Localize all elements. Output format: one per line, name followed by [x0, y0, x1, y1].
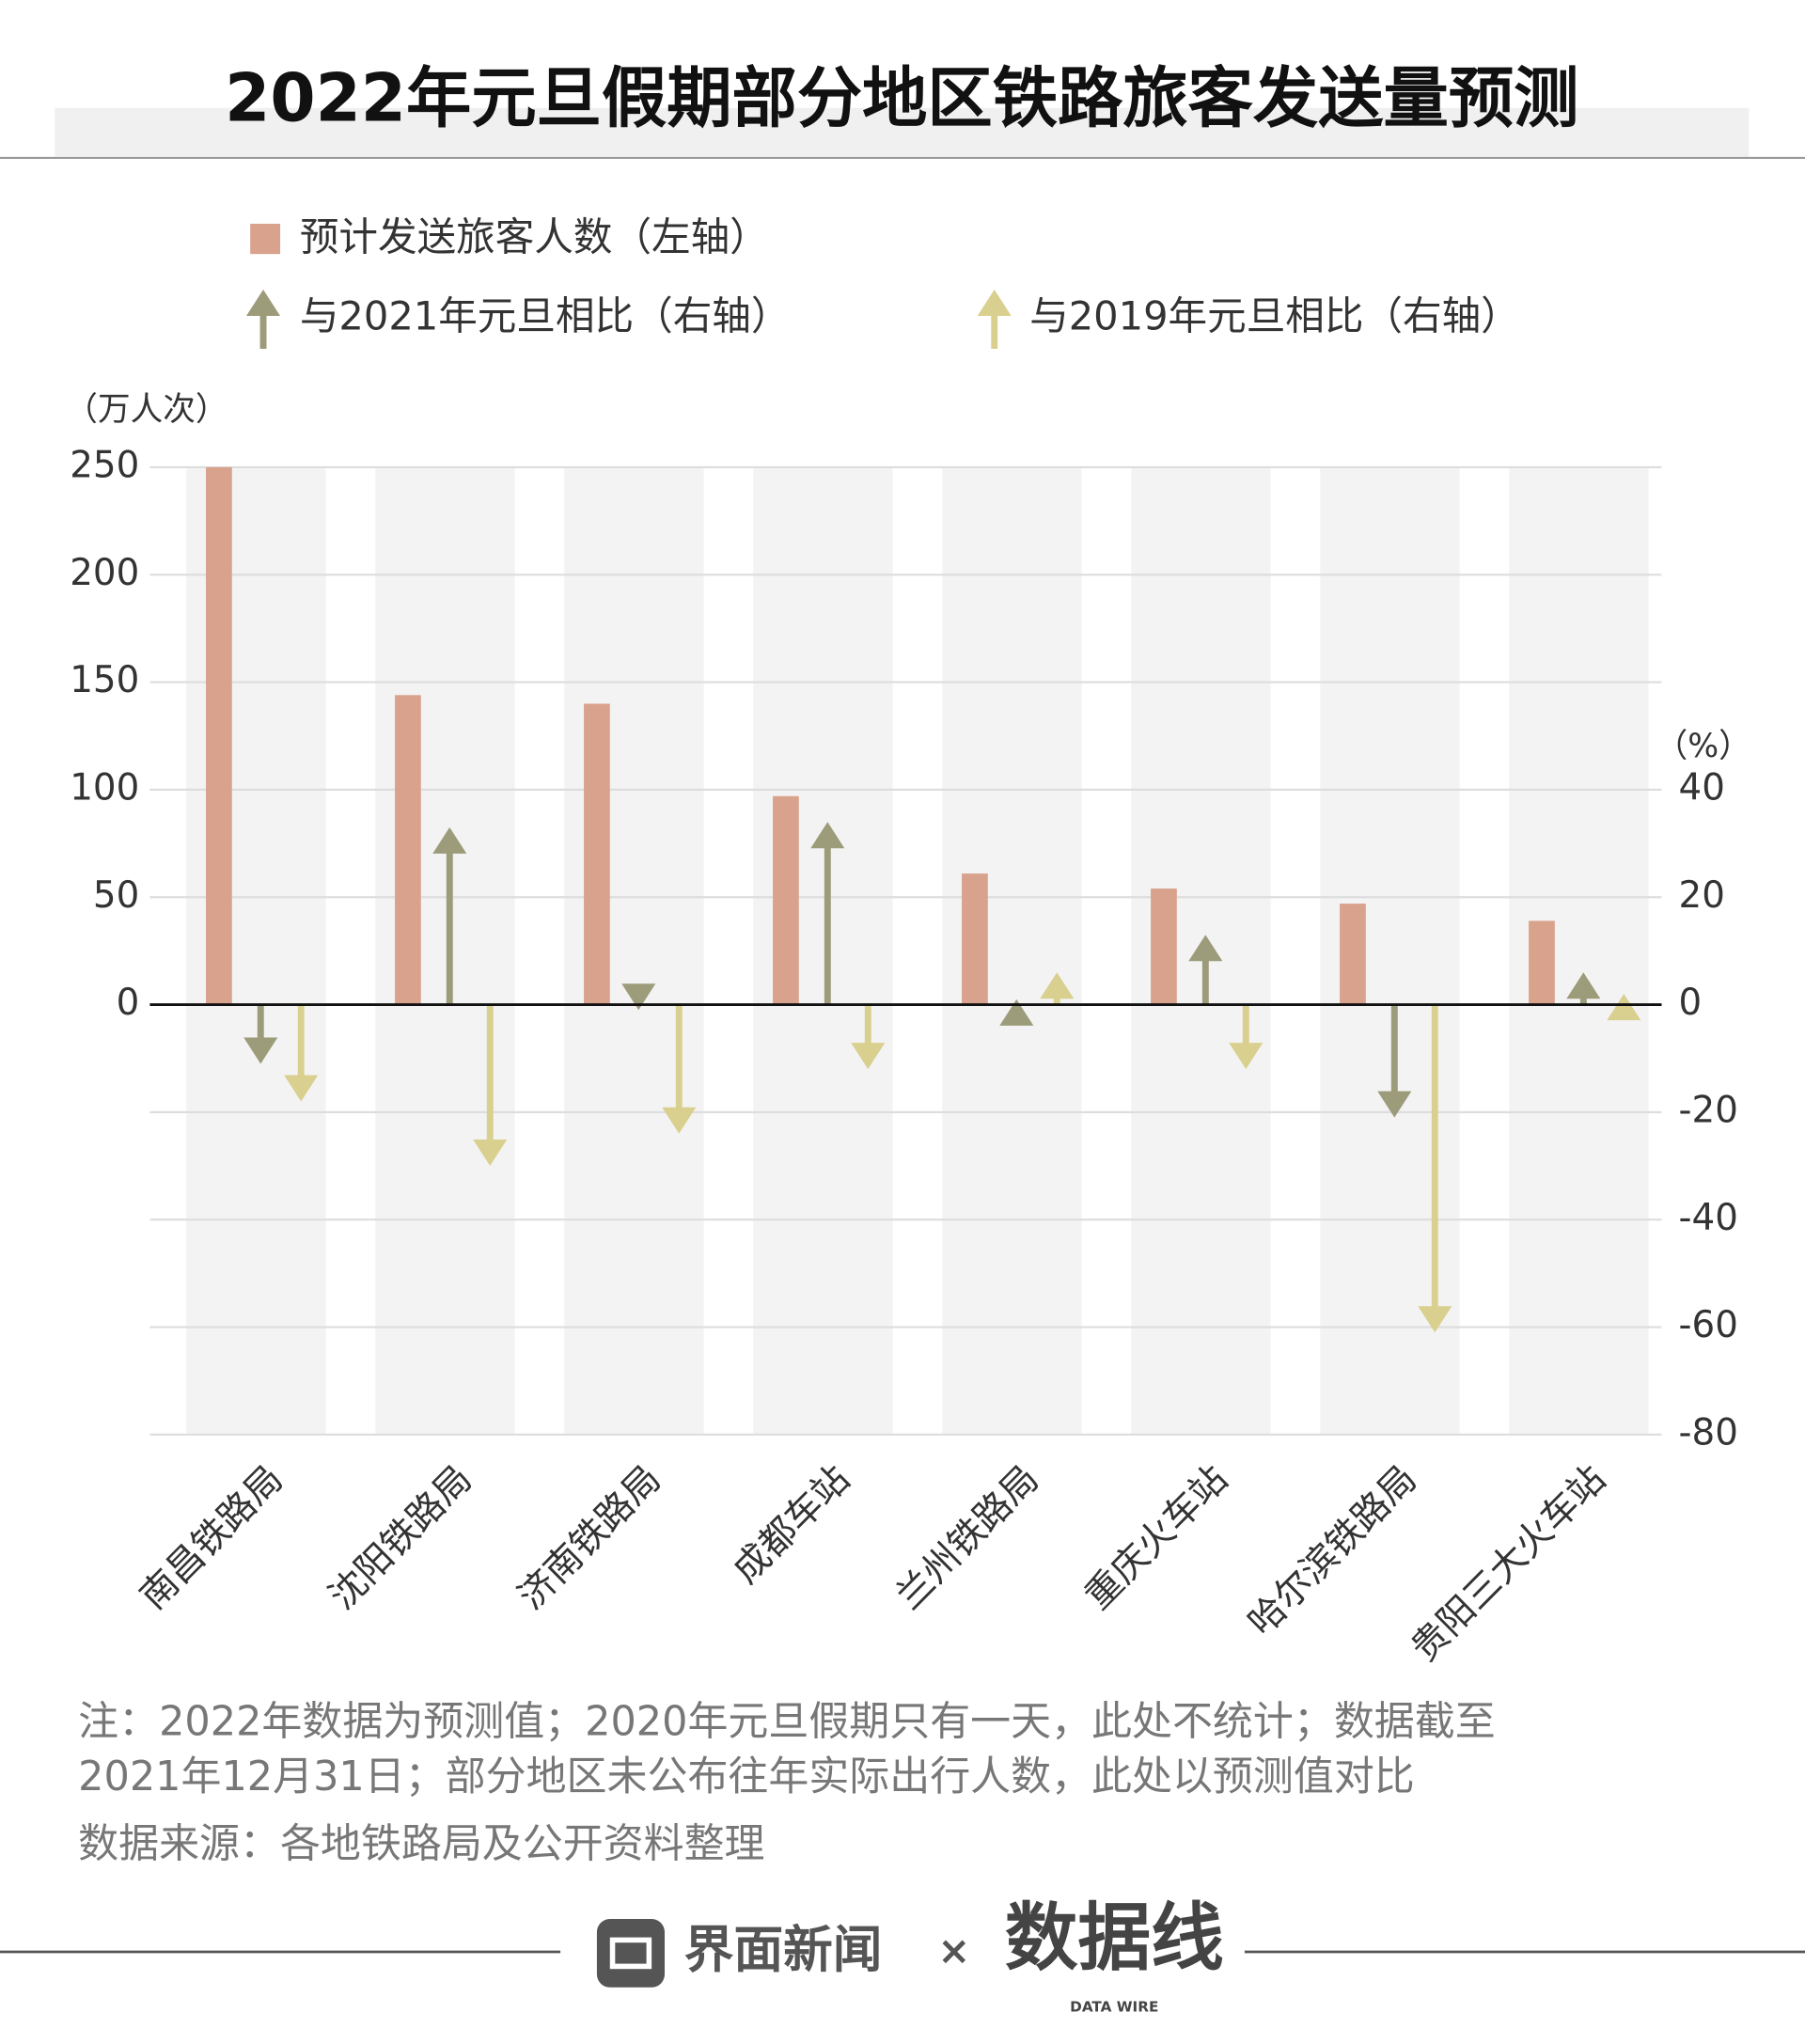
y-tick-label: 0: [117, 982, 140, 1024]
arrow: [999, 998, 1034, 1026]
x-tick-label: 兰州铁路局: [888, 1457, 1047, 1618]
arrow: [1607, 994, 1641, 1021]
bar: [962, 873, 988, 1005]
x-tick-label: 南昌铁路局: [133, 1457, 291, 1618]
y2-tick-label: -20: [1679, 1089, 1738, 1131]
arrow: [243, 1004, 278, 1064]
arrow: [810, 822, 845, 1005]
bar: [584, 703, 610, 1005]
y-tick-label: 200: [70, 552, 139, 594]
y-tick-label: 100: [70, 766, 139, 809]
arrow: [473, 1004, 508, 1167]
brand-icon: [596, 1919, 666, 1988]
y2-tick-label: -60: [1679, 1304, 1738, 1346]
chart-title: 2022年元旦假期部分地区铁路旅客发送量预测: [225, 60, 1578, 136]
source: 数据来源：各地铁路局及公开资料整理: [78, 1820, 764, 1867]
x-tick-label: 济南铁路局: [510, 1457, 669, 1618]
x-tick-label: 重庆火车站: [1077, 1457, 1236, 1618]
arrow: [1229, 1004, 1264, 1070]
bar: [395, 695, 421, 1005]
arrow: [1377, 1004, 1412, 1118]
y-tick-label: 50: [93, 874, 139, 917]
y2-tick-label: 0: [1679, 982, 1703, 1024]
separator: ×: [937, 1927, 970, 1973]
x-tick-label: 成都车站: [725, 1457, 857, 1592]
legend-swatch: [250, 223, 281, 255]
legend-arrow: [977, 289, 1012, 349]
y2-axis-label: （%）: [1656, 728, 1751, 765]
legend-label: 与2019年元旦相比（右轴）: [1029, 292, 1520, 338]
title-band: [55, 107, 1750, 157]
y2-tick-label: -40: [1679, 1197, 1738, 1239]
brand-icon-inner: [609, 1937, 652, 1970]
partner-en: DATA WIRE: [1070, 1998, 1158, 2015]
arrow: [1188, 935, 1223, 1005]
bar: [1151, 888, 1177, 1005]
arrow: [621, 983, 656, 1011]
x-tick-label: 贵阳三大火车站: [1404, 1457, 1614, 1670]
x-tick-label: 哈尔滨铁路局: [1240, 1457, 1424, 1643]
partner-logo: 数据线: [1005, 1895, 1224, 1980]
x-tick-label: 沈阳铁路局: [322, 1457, 480, 1618]
brand-name: 界面新闻: [684, 1922, 883, 1979]
y-tick-label: 250: [70, 444, 139, 486]
y2-tick-label: 40: [1679, 766, 1725, 809]
arrow: [851, 1004, 886, 1070]
arrow: [432, 826, 467, 1005]
arrow: [662, 1004, 697, 1134]
y2-tick-label: 20: [1679, 874, 1725, 917]
bar: [1529, 920, 1555, 1005]
bar: [206, 466, 232, 1005]
arrow: [284, 1004, 319, 1102]
legend-arrow: [246, 289, 281, 349]
arrow: [1566, 972, 1601, 1005]
y-tick-label: 150: [70, 659, 139, 701]
bar: [1340, 904, 1366, 1005]
y-axis-label: （万人次）: [65, 391, 228, 429]
note-line: 注：2022年数据为预测值；2020年元旦假期只有一天，此处不统计；数据截至: [78, 1698, 1495, 1745]
legend-label: 预计发送旅客人数（左轴）: [300, 213, 769, 259]
arrow: [1418, 1004, 1452, 1333]
bar: [773, 795, 799, 1005]
legend-label: 与2021年元旦相比（右轴）: [300, 292, 791, 338]
y2-tick-label: -80: [1679, 1411, 1738, 1454]
note-line: 2021年12月31日；部分地区未公布往年实际出行人数，此处以预测值对比: [78, 1753, 1415, 1800]
arrow: [1040, 972, 1075, 1005]
